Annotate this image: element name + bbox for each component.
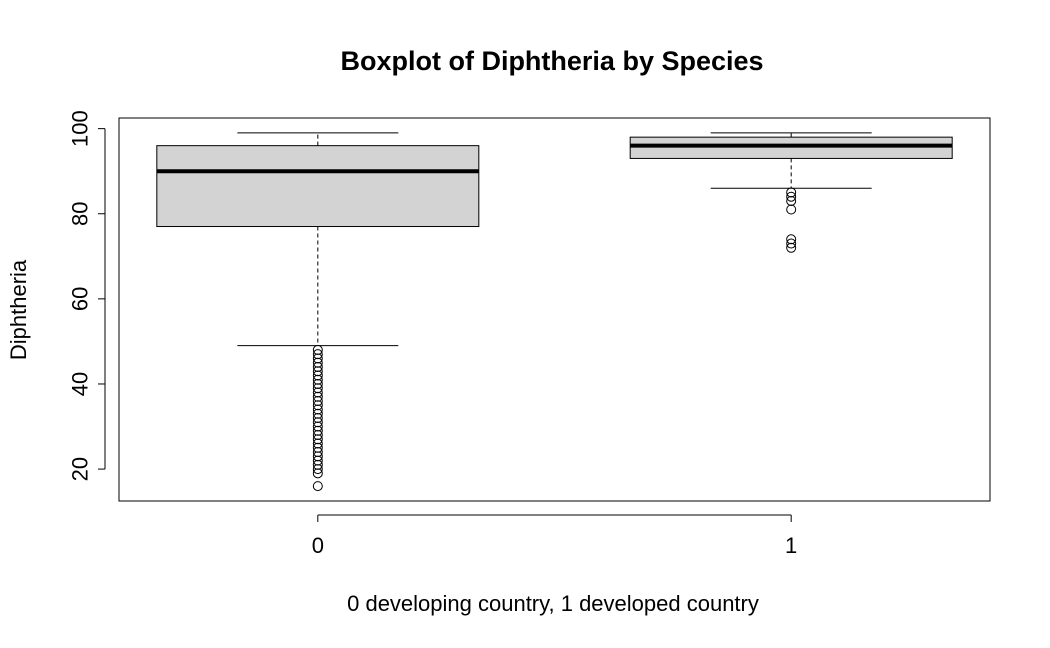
outlier-point xyxy=(786,191,797,202)
outlier-point xyxy=(786,204,797,215)
y-tick-label: 60 xyxy=(68,287,93,311)
y-axis-label: Diphtheria xyxy=(6,259,31,360)
y-tick-label: 100 xyxy=(68,110,93,147)
x-tick-label: 0 xyxy=(312,533,324,558)
outlier-point xyxy=(786,238,797,249)
outlier-point xyxy=(312,468,323,479)
y-tick-label: 20 xyxy=(68,457,93,481)
x-tick-label: 1 xyxy=(785,533,797,558)
chart-title: Boxplot of Diphtheria by Species xyxy=(340,46,763,76)
plot-frame xyxy=(118,117,991,502)
iqr-box xyxy=(629,136,953,159)
box-group-1 xyxy=(629,132,953,253)
outlier-point xyxy=(786,242,797,253)
y-tick-label: 80 xyxy=(68,202,93,226)
boxes xyxy=(156,132,953,492)
y-tick-label: 40 xyxy=(68,372,93,396)
iqr-box xyxy=(156,145,480,228)
x-axis-label: 0 developing country, 1 developed countr… xyxy=(347,591,759,616)
box-group-0 xyxy=(156,132,480,492)
y-axis: 20 40 60 80 100 xyxy=(68,110,106,481)
outlier-point xyxy=(312,481,323,492)
outlier-point xyxy=(312,464,323,475)
